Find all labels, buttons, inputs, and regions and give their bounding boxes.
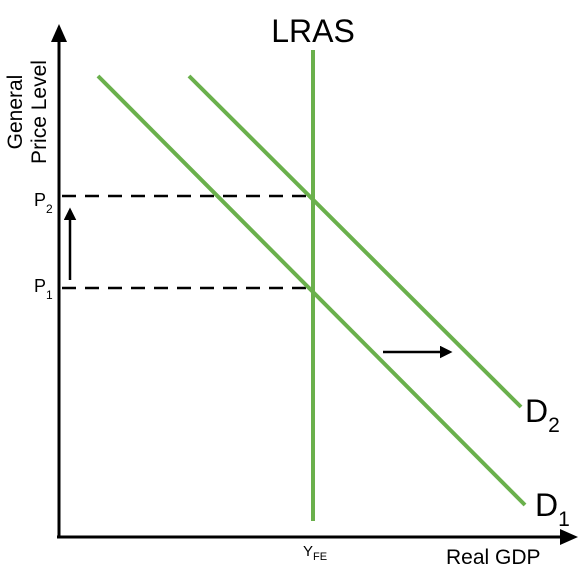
x-axis-arrowhead xyxy=(560,529,578,545)
y-axis-label-line1: General xyxy=(4,75,27,150)
y-axis-arrowhead xyxy=(51,24,67,42)
p1-label: P1 xyxy=(34,276,53,302)
lras-label: LRAS xyxy=(271,13,355,49)
d1-label: D1 xyxy=(535,487,570,531)
x-axis-label: Real GDP xyxy=(446,546,541,569)
p2-label: P2 xyxy=(34,190,53,216)
y-axis-label-line2: Price Level xyxy=(28,60,51,164)
demand-curve-d2 xyxy=(187,74,523,409)
d2-label: D2 xyxy=(525,393,560,437)
demand-curve-d1 xyxy=(96,74,527,507)
yfe-label: YFE xyxy=(303,543,327,563)
